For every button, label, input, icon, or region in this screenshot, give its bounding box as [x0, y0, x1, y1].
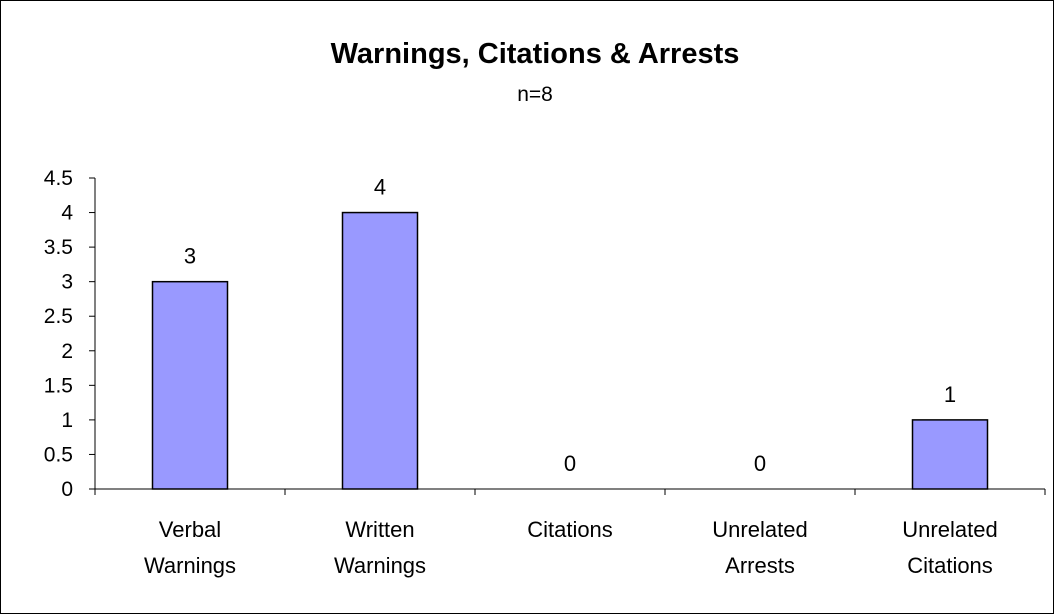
- data-label: 0: [754, 451, 766, 476]
- category-label: Unrelated: [712, 517, 807, 542]
- chart-title: Warnings, Citations & Arrests: [331, 38, 740, 70]
- y-axis: 0 0.5 1 1.5 2 2.5 3 3.5 4 4.5: [44, 167, 96, 501]
- category-label: Unrelated: [902, 517, 997, 542]
- data-label: 4: [374, 175, 386, 200]
- bar-series: [151, 211, 989, 490]
- y-tick-label: 1: [61, 409, 73, 432]
- data-label: 0: [564, 451, 576, 476]
- y-tick-label: 1.5: [44, 374, 73, 397]
- bar: [341, 211, 419, 490]
- y-tick-label: 4: [61, 202, 73, 225]
- y-tick-label: 0: [61, 478, 73, 501]
- category-label: Written: [345, 517, 414, 542]
- category-label: Warnings: [334, 553, 426, 578]
- x-axis: [94, 488, 1046, 495]
- y-tick-label: 0.5: [44, 443, 73, 466]
- category-labels: Verbal Warnings Written Warnings Citations Un…: [144, 517, 998, 578]
- category-label: Arrests: [725, 553, 795, 578]
- y-tick-label: 4.5: [44, 167, 73, 190]
- category-label: Warnings: [144, 553, 236, 578]
- y-tick-label: 3: [61, 271, 73, 294]
- data-label: 3: [184, 244, 196, 269]
- bar: [151, 280, 229, 490]
- category-label: Verbal: [159, 517, 221, 542]
- data-label: 1: [944, 382, 956, 407]
- y-tick-label: 2: [61, 340, 73, 363]
- bar: [911, 419, 989, 490]
- data-labels: 3 4 0 0 1: [184, 175, 956, 476]
- y-tick-label: 3.5: [44, 236, 73, 259]
- chart-subtitle: n=8: [517, 83, 553, 106]
- category-label: Citations: [527, 517, 613, 542]
- y-tick-label: 2.5: [44, 305, 73, 328]
- category-label: Citations: [907, 553, 993, 578]
